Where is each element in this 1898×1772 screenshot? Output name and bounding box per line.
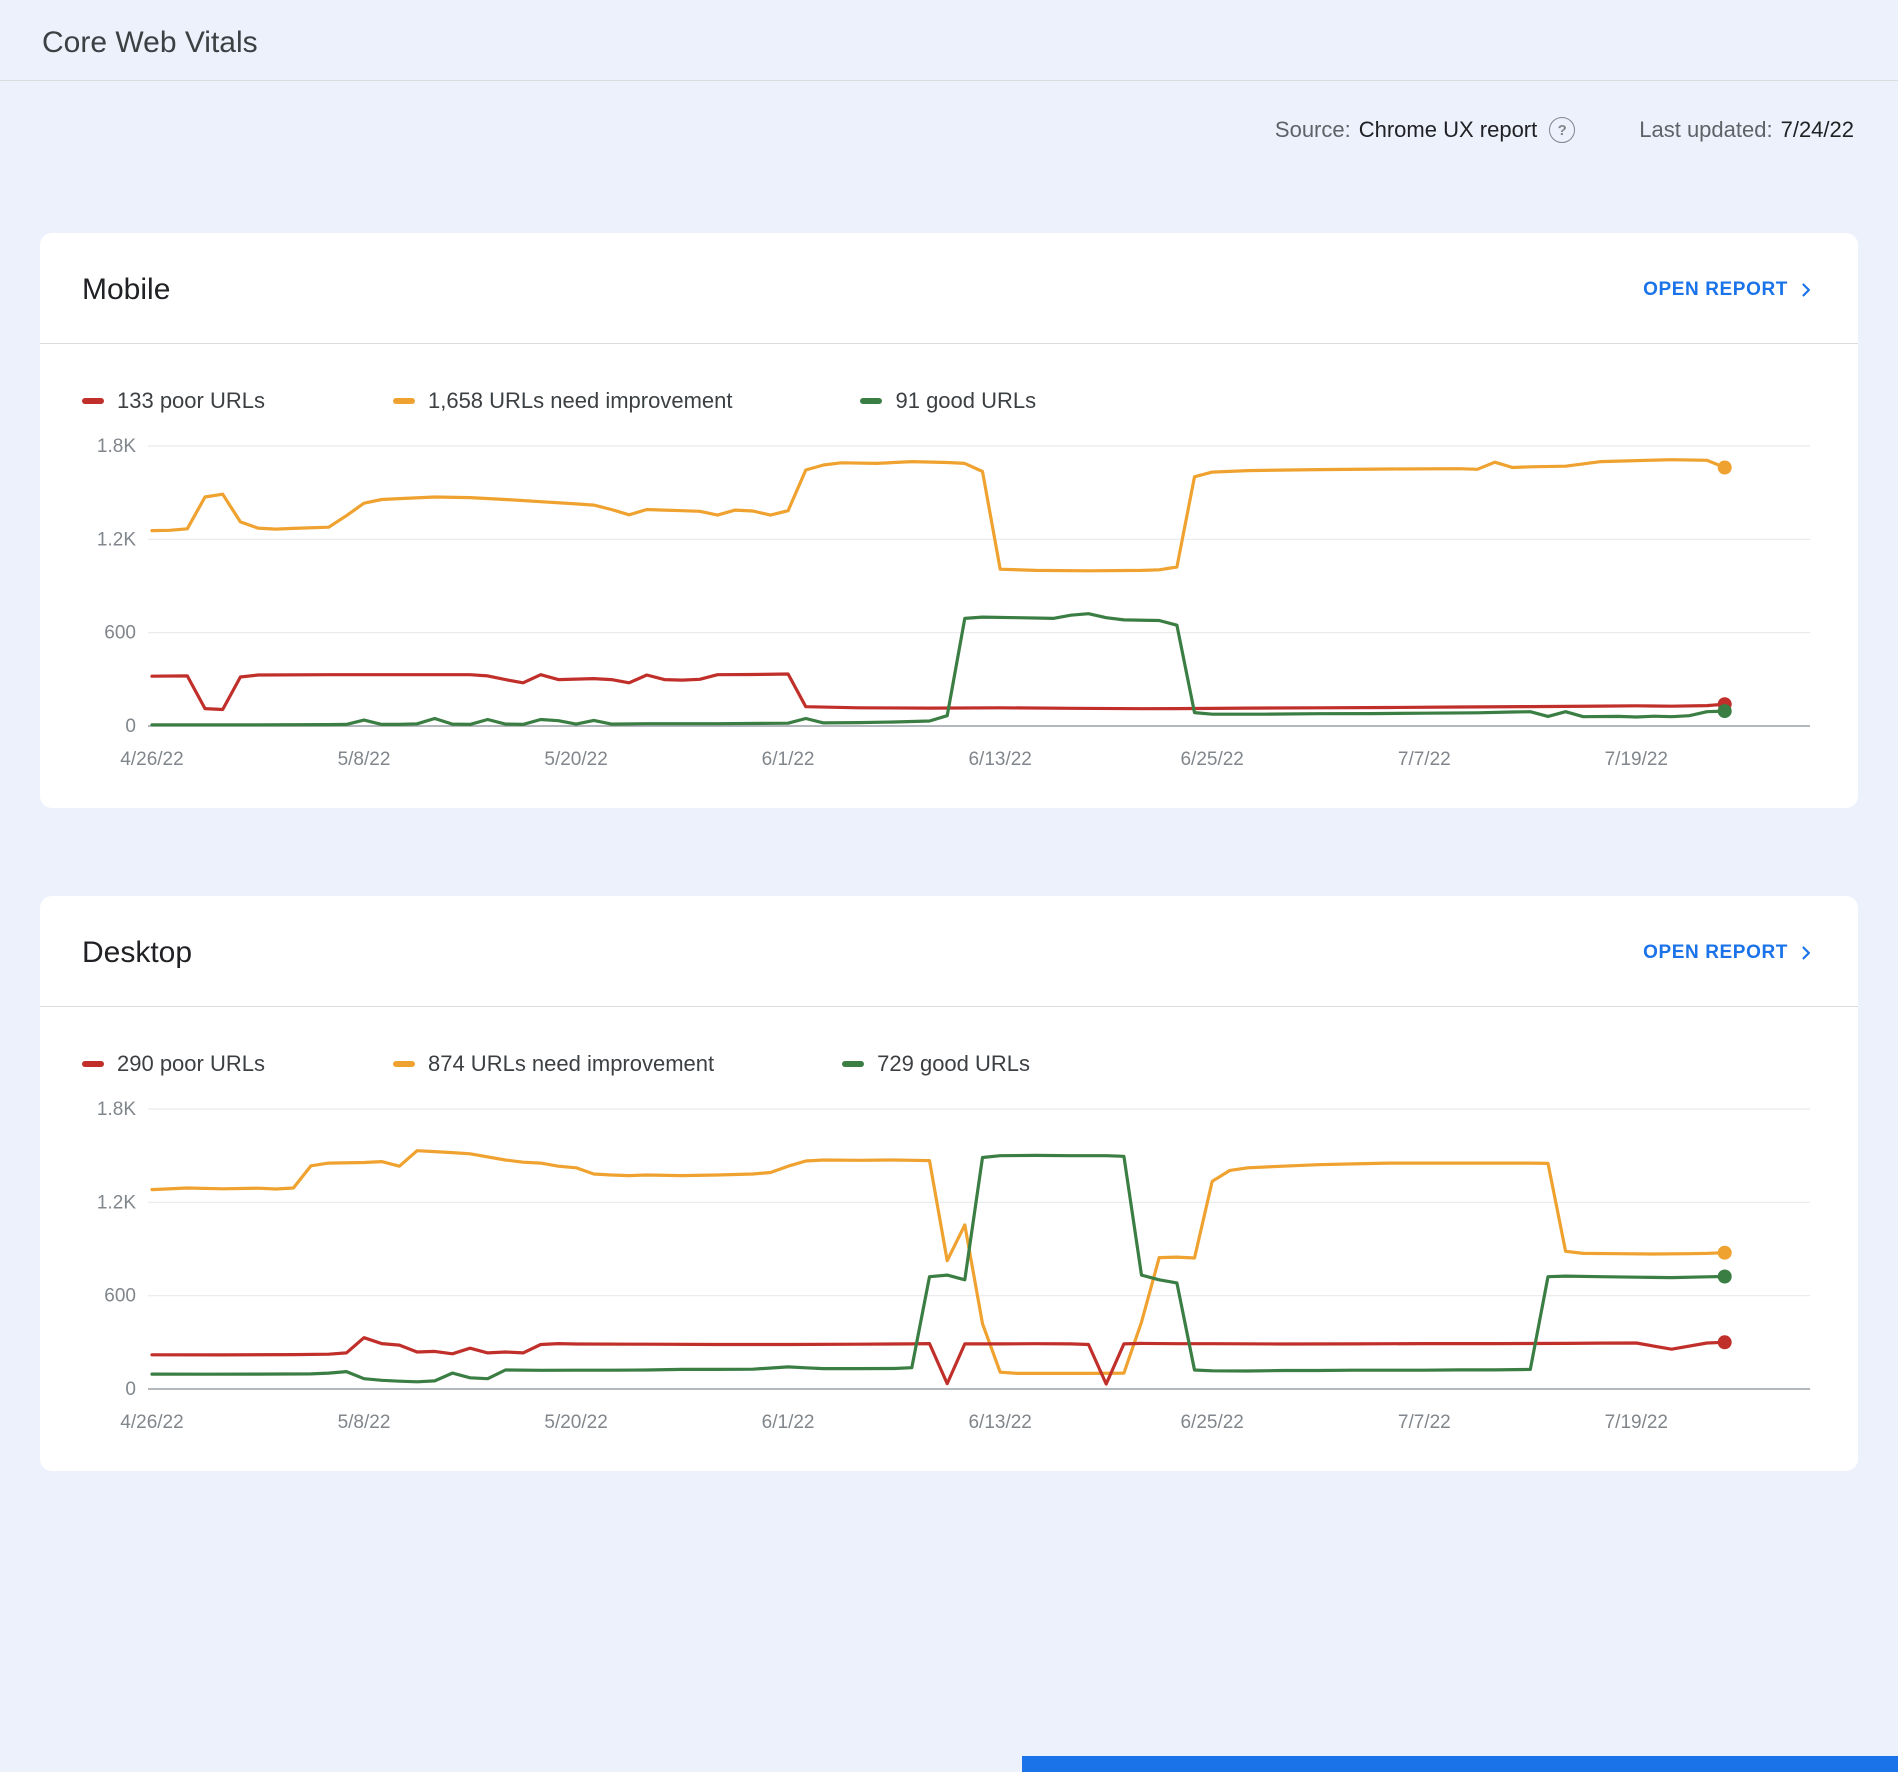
svg-text:4/26/22: 4/26/22 (120, 749, 183, 770)
source-label: Source: (1274, 117, 1351, 142)
last-updated-label: Last updated: (1639, 117, 1773, 142)
svg-text:4/26/22: 4/26/22 (120, 1412, 183, 1433)
desktop-card-title: Desktop (82, 936, 193, 969)
legend-label-good: 91 good URLs (895, 388, 1037, 413)
last-updated-info: Last updated: 7/24/22 (1639, 117, 1854, 143)
svg-text:6/1/22: 6/1/22 (762, 749, 815, 770)
svg-text:7/19/22: 7/19/22 (1605, 1412, 1668, 1433)
legend-label-needs-improvement: 874 URLs need improvement (427, 1051, 715, 1076)
svg-text:6/13/22: 6/13/22 (968, 1412, 1031, 1433)
desktop-chart-area: 0 600 1.2K 1.8K 4/26/22 5/8/22 5/20/22 6/1/22 6/… (40, 1081, 1858, 1471)
svg-text:6/1/22: 6/1/22 (762, 1412, 815, 1433)
chevron-right-icon (1802, 946, 1810, 960)
svg-text:7/19/22: 7/19/22 (1605, 749, 1668, 770)
svg-text:0: 0 (125, 716, 136, 737)
good-series-swatch (842, 1061, 865, 1067)
svg-text:5/20/22: 5/20/22 (544, 1412, 607, 1433)
needs-improvement-series-swatch (392, 398, 415, 404)
page-title: Core Web Vitals (42, 26, 258, 59)
chevron-right-icon (1802, 283, 1810, 297)
legend-item-needs-improvement: 1,658 URLs need improvement (392, 388, 733, 414)
mobile-card-header: Mobile OPEN REPORT (40, 233, 1858, 344)
svg-text:0: 0 (125, 1379, 136, 1400)
desktop-card-header: Desktop OPEN REPORT (40, 896, 1858, 1007)
legend-label-poor: 133 poor URLs (117, 388, 265, 413)
svg-text:1.2K: 1.2K (97, 1192, 136, 1213)
svg-text:1.2K: 1.2K (97, 529, 136, 550)
page-header: Core Web Vitals (0, 0, 1898, 81)
svg-text:1.8K: 1.8K (97, 1099, 136, 1120)
desktop-open-report-button[interactable]: OPEN REPORT (1643, 942, 1816, 964)
mobile-chart-area: 0 600 1.2K 1.8K 4/26/22 5/8/22 5/20/22 6/1/22 6/… (40, 418, 1858, 808)
needs-improvement-series-swatch (392, 1061, 415, 1067)
desktop-legend: 290 poor URLs 874 URLs need improvement … (40, 1007, 1858, 1081)
svg-text:7/7/22: 7/7/22 (1398, 749, 1451, 770)
desktop-card: Desktop OPEN REPORT 290 poor URLs 874 UR… (40, 896, 1858, 1471)
mobile-card: Mobile OPEN REPORT 133 poor URLs 1,658 U… (40, 233, 1858, 808)
legend-item-good: 729 good URLs (842, 1051, 1030, 1077)
open-report-label: OPEN REPORT (1643, 279, 1788, 300)
report-meta-row: Source: Chrome UX report ? Last updated:… (0, 81, 1898, 143)
svg-text:5/20/22: 5/20/22 (544, 749, 607, 770)
legend-label-poor: 290 poor URLs (117, 1051, 265, 1076)
legend-item-needs-improvement: 874 URLs need improvement (392, 1051, 715, 1077)
svg-text:1.8K: 1.8K (97, 436, 136, 457)
poor-series-swatch (82, 398, 104, 404)
bottom-blue-bar (1022, 1756, 1898, 1772)
legend-item-poor: 133 poor URLs (82, 388, 265, 414)
open-report-label: OPEN REPORT (1643, 942, 1788, 963)
desktop-cwv-line-chart: 0 600 1.2K 1.8K 4/26/22 5/8/22 5/20/22 6/1/22 6/… (97, 1099, 1810, 1433)
svg-text:600: 600 (104, 623, 136, 644)
last-updated-value: 7/24/22 (1780, 117, 1854, 142)
legend-label-good: 729 good URLs (877, 1051, 1031, 1076)
mobile-card-title: Mobile (82, 273, 171, 306)
mobile-legend: 133 poor URLs 1,658 URLs need improvemen… (40, 344, 1858, 418)
legend-item-good: 91 good URLs (860, 388, 1036, 414)
mobile-cwv-line-chart: 0 600 1.2K 1.8K 4/26/22 5/8/22 5/20/22 6/1/22 6/… (97, 436, 1810, 770)
svg-text:6/25/22: 6/25/22 (1180, 749, 1243, 770)
mobile-open-report-button[interactable]: OPEN REPORT (1643, 279, 1816, 301)
svg-text:5/8/22: 5/8/22 (338, 1412, 391, 1433)
poor-series-swatch (82, 1061, 104, 1067)
good-series-swatch (860, 398, 883, 404)
help-icon[interactable]: ? (1549, 117, 1576, 143)
svg-text:7/7/22: 7/7/22 (1398, 1412, 1451, 1433)
svg-text:6/13/22: 6/13/22 (968, 749, 1031, 770)
svg-text:600: 600 (104, 1286, 136, 1307)
source-info: Source: Chrome UX report ? (1274, 117, 1576, 143)
source-value: Chrome UX report (1358, 117, 1538, 142)
legend-label-needs-improvement: 1,658 URLs need improvement (427, 388, 733, 413)
svg-text:5/8/22: 5/8/22 (338, 749, 391, 770)
svg-text:6/25/22: 6/25/22 (1180, 1412, 1243, 1433)
legend-item-poor: 290 poor URLs (82, 1051, 265, 1077)
